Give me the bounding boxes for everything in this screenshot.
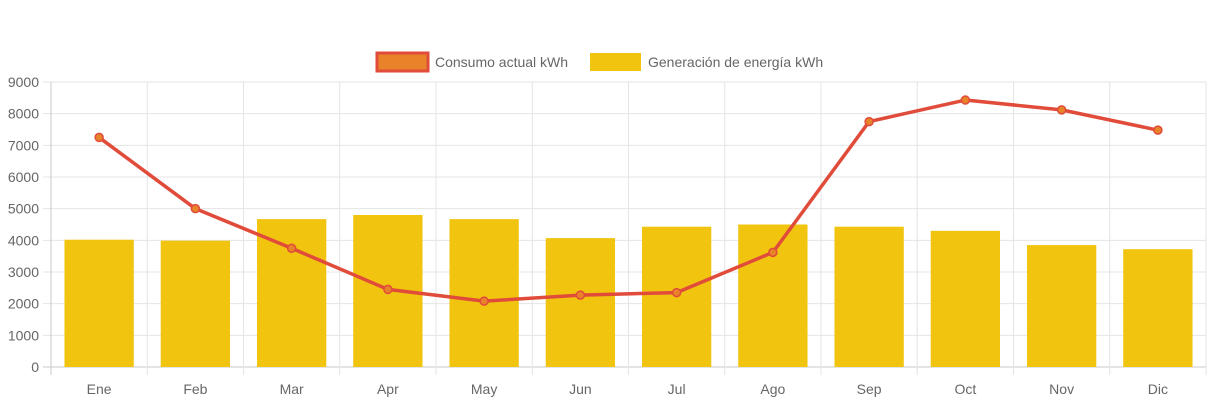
point-consumo[interactable] bbox=[575, 290, 586, 300]
bar-generacion[interactable] bbox=[834, 226, 904, 367]
x-tick-label: Feb bbox=[183, 381, 207, 397]
y-tick-label: 9000 bbox=[8, 74, 39, 90]
line-consumo bbox=[98, 98, 1159, 303]
x-tick-label: Sep bbox=[857, 381, 882, 397]
bar-generacion[interactable] bbox=[256, 219, 327, 367]
bar-generacion[interactable] bbox=[1123, 249, 1193, 367]
legend-swatch-generacion bbox=[590, 53, 641, 71]
x-tick-label: Jul bbox=[668, 381, 686, 397]
point-consumo[interactable] bbox=[671, 287, 682, 298]
point-consumo[interactable] bbox=[960, 95, 971, 105]
x-tick-label: Ene bbox=[87, 381, 112, 397]
y-tick-label: 4000 bbox=[8, 232, 39, 248]
legend-item-generacion[interactable]: Generación de energía kWh bbox=[590, 53, 823, 71]
x-tick-label: Nov bbox=[1049, 381, 1074, 397]
y-tick-label: 3000 bbox=[8, 264, 39, 280]
x-tick-label: Dic bbox=[1148, 381, 1168, 397]
x-tick-label: Oct bbox=[954, 381, 976, 397]
x-tick-label: Ago bbox=[760, 381, 785, 397]
y-tick-label: 7000 bbox=[8, 137, 39, 153]
y-tick-label: 0 bbox=[31, 359, 39, 375]
legend-label-generacion: Generación de energía kWh bbox=[648, 54, 823, 70]
line-series-consumo bbox=[94, 95, 1163, 306]
bar-generacion[interactable] bbox=[930, 230, 1001, 367]
point-consumo[interactable] bbox=[768, 247, 778, 258]
x-tick-label: Mar bbox=[280, 381, 304, 397]
point-consumo[interactable] bbox=[286, 243, 297, 253]
point-consumo[interactable] bbox=[1056, 105, 1067, 115]
y-axis: 0 1000 2000 3000 4000 5000 6000 7000 8000 9000 bbox=[8, 74, 39, 375]
y-tick-label: 1000 bbox=[8, 327, 39, 343]
y-tick-label: 8000 bbox=[8, 106, 39, 122]
bar-series-generacion bbox=[64, 215, 1193, 368]
x-tick-label: Apr bbox=[377, 381, 399, 397]
point-consumo[interactable] bbox=[94, 132, 104, 143]
bar-generacion[interactable] bbox=[545, 238, 616, 367]
bar-generacion[interactable] bbox=[160, 240, 231, 367]
bar-generacion[interactable] bbox=[1026, 245, 1097, 367]
point-consumo[interactable] bbox=[864, 116, 874, 127]
legend-item-consumo[interactable]: Consumo actual kWh bbox=[375, 51, 568, 73]
y-tick-label: 6000 bbox=[8, 169, 39, 185]
x-axis: Ene Feb Mar Apr May Jun Jul Ago Sep Oct Nov Dic bbox=[87, 381, 1168, 397]
x-tick-label: Jun bbox=[569, 381, 592, 397]
bar-generacion[interactable] bbox=[738, 224, 808, 368]
legend-swatch-consumo bbox=[375, 51, 430, 73]
legend: Consumo actual kWh Generación de energía… bbox=[375, 51, 823, 73]
y-tick-label: 5000 bbox=[8, 201, 39, 217]
y-tick-label: 2000 bbox=[8, 296, 39, 312]
point-consumo[interactable] bbox=[479, 296, 489, 306]
x-tick-label: May bbox=[471, 381, 497, 397]
legend-label-consumo: Consumo actual kWh bbox=[435, 54, 568, 70]
point-consumo[interactable] bbox=[383, 284, 393, 295]
point-consumo[interactable] bbox=[190, 203, 201, 214]
bar-generacion[interactable] bbox=[64, 239, 134, 367]
bar-generacion[interactable] bbox=[449, 219, 519, 367]
point-consumo[interactable] bbox=[1153, 125, 1163, 135]
